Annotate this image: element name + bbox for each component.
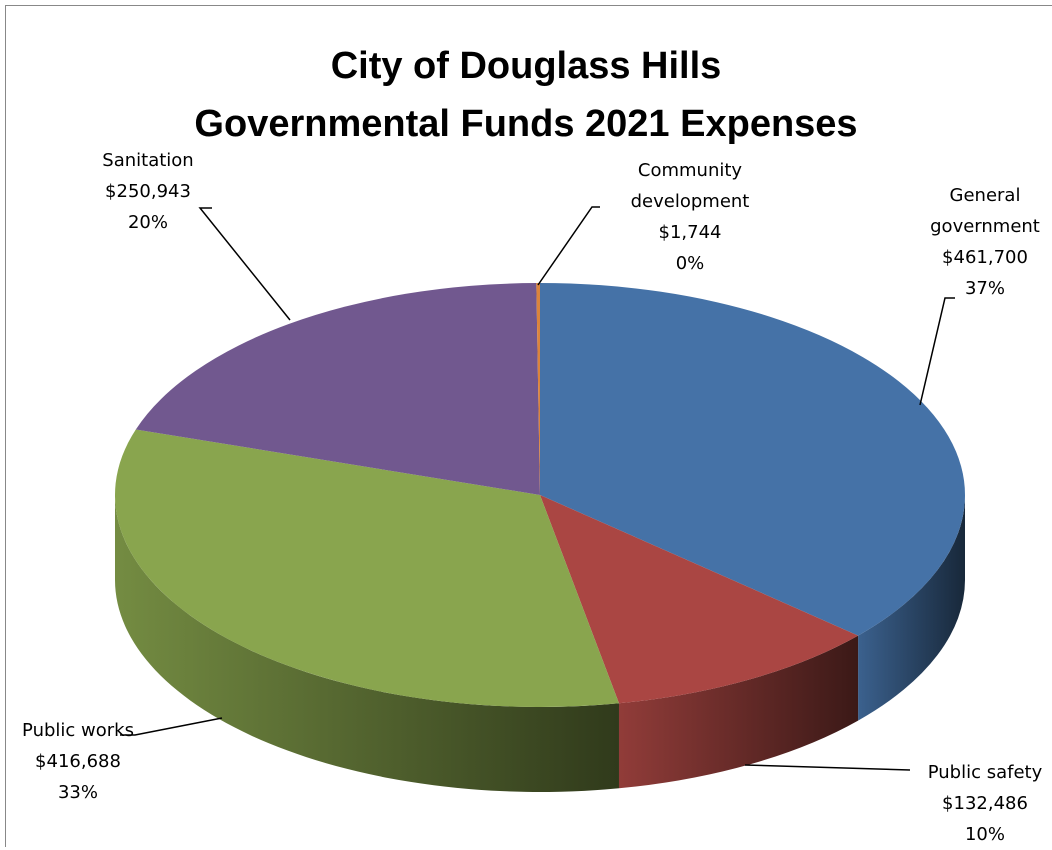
pie: [115, 283, 965, 792]
label-value: $416,688: [0, 746, 158, 777]
chart-title: City of Douglass Hills: [331, 45, 722, 87]
label-percent: 20%: [68, 207, 228, 238]
label-value: $1,744: [615, 217, 765, 248]
label-name: Public safety: [910, 757, 1052, 788]
label-name: General government: [920, 180, 1050, 242]
label-percent: 0%: [615, 248, 765, 279]
chart-title: Governmental Funds 2021 Expenses: [194, 103, 857, 145]
label-percent: 10%: [910, 819, 1052, 850]
label-value: $132,486: [910, 788, 1052, 819]
label-name: Community development: [615, 155, 765, 217]
label-percent: 33%: [0, 777, 158, 808]
label-name: Public works: [0, 715, 158, 746]
label-percent: 37%: [920, 273, 1050, 304]
label-value: $250,943: [68, 176, 228, 207]
label-name: Sanitation: [68, 145, 228, 176]
label-value: $461,700: [920, 242, 1050, 273]
